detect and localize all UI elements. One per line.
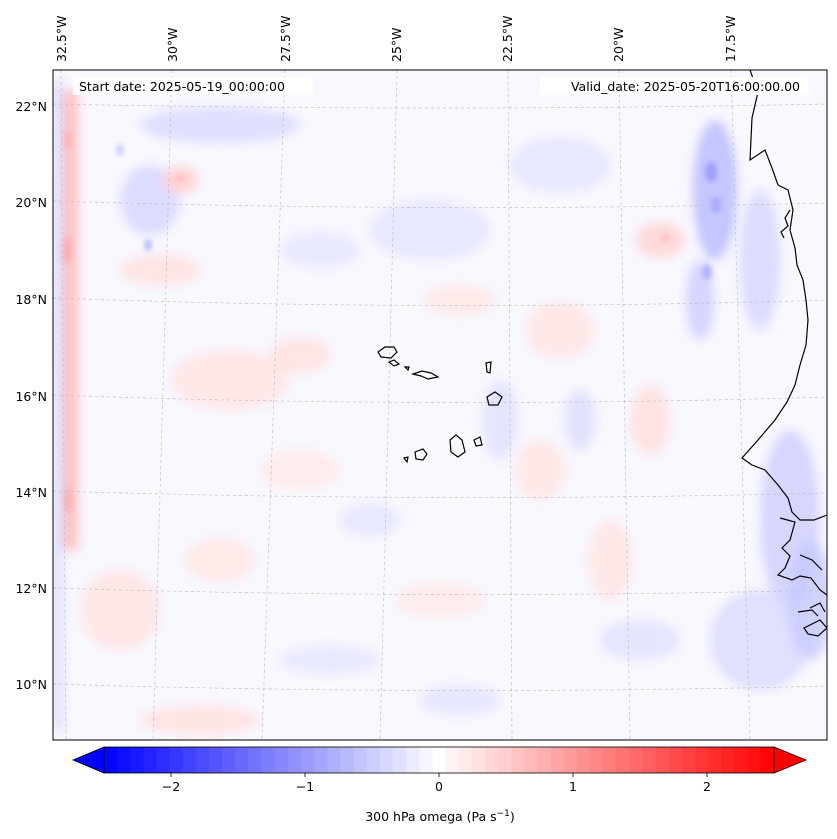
island-santo-antao <box>377 346 398 359</box>
colorbar-cell <box>458 747 473 773</box>
colorbar-cell <box>484 747 499 773</box>
colorbar-cell <box>629 747 644 773</box>
colorbar-cell <box>655 747 670 773</box>
colorbar-cell <box>432 747 447 773</box>
island-sal <box>485 361 492 374</box>
colorbar-cell <box>695 747 709 773</box>
colorbar-cell <box>261 747 276 773</box>
lon-label: 22.5°W <box>500 16 515 62</box>
colorbar-cell <box>576 747 591 773</box>
colorbar-cell <box>353 747 368 773</box>
colorbar-cell <box>195 747 210 773</box>
colorbar-tick-label: 2 <box>703 779 711 794</box>
colorbar-cell <box>563 747 578 773</box>
colorbar-cell <box>747 747 762 773</box>
island-boa-vista <box>486 391 503 406</box>
lat-label: 12°N <box>15 581 47 596</box>
lat-label: 10°N <box>15 677 47 692</box>
lon-label: 17.5°W <box>723 16 738 62</box>
colorbar-cell <box>104 747 118 773</box>
lon-label: 25°W <box>389 27 404 62</box>
colorbar-tick-label: 1 <box>569 779 577 794</box>
colorbar-cell <box>498 747 512 773</box>
colorbar-cell <box>235 747 250 773</box>
colorbar-tick-label: 0 <box>435 779 443 794</box>
colorbar: −2 −1 0 1 2 300 hPa omega (Pa s−1) <box>71 746 808 824</box>
lat-label: 16°N <box>15 389 47 404</box>
lat-label: 22°N <box>15 99 47 114</box>
colorbar-cell <box>209 747 223 773</box>
start-date-text: Start date: 2025-05-19_00:00:00 <box>79 79 285 94</box>
valid-date-text: Valid_date: 2025-05-20T16:00:00.00 <box>571 79 800 94</box>
colorbar-cell <box>642 747 657 773</box>
colorbar-cell <box>550 747 565 773</box>
colorbar-tick-label: −1 <box>296 779 314 794</box>
colorbar-cell <box>340 747 355 773</box>
colorbar-ticks: −2 −1 0 1 2 <box>162 773 711 794</box>
lon-label: 27.5°W <box>278 16 293 62</box>
island-fogo <box>414 448 428 461</box>
valid-date-box <box>540 77 808 95</box>
colorbar-extend-min <box>71 746 105 774</box>
colorbar-cells <box>104 747 775 773</box>
colorbar-cell <box>537 747 552 773</box>
colorbar-cell <box>393 747 407 773</box>
colorbar-cell <box>287 747 302 773</box>
colorbar-cell <box>511 747 525 773</box>
colorbar-cell <box>156 747 171 773</box>
colorbar-cell <box>274 747 289 773</box>
omega-field <box>53 80 827 735</box>
lat-label: 18°N <box>15 292 47 307</box>
lon-label: 20°W <box>611 27 626 62</box>
colorbar-cell <box>734 747 749 773</box>
island-sao-nicolau <box>410 370 440 380</box>
coastlines <box>377 70 827 637</box>
colorbar-cell <box>222 747 236 773</box>
colorbar-cell <box>379 747 394 773</box>
lat-label: 14°N <box>15 485 47 500</box>
colorbar-cell <box>590 747 604 773</box>
colorbar-cell <box>760 747 775 773</box>
colorbar-cell <box>130 747 145 773</box>
island-sao-vicente <box>387 359 401 367</box>
colorbar-cell <box>314 747 328 773</box>
colorbar-cell <box>721 747 736 773</box>
lon-label: 30°W <box>165 27 180 62</box>
colorbar-cell <box>182 747 197 773</box>
colorbar-cell <box>366 747 381 773</box>
colorbar-cell <box>327 747 342 773</box>
island-brava <box>402 456 409 464</box>
island-santa-luzia <box>403 366 410 372</box>
colorbar-cell <box>524 747 539 773</box>
map-frame <box>52 69 828 741</box>
colorbar-cell <box>301 747 315 773</box>
colorbar-cell <box>603 747 617 773</box>
graticule <box>53 70 827 740</box>
colorbar-cell <box>708 747 723 773</box>
island-maio <box>473 436 483 447</box>
colorbar-cell <box>406 747 420 773</box>
island-santiago <box>449 434 466 458</box>
start-date-box <box>73 77 313 95</box>
colorbar-tick-label: −2 <box>162 779 180 794</box>
colorbar-cell <box>143 747 158 773</box>
longitude-labels: 32.5°W 30°W 27.5°W 25°W 22.5°W 20°W 17.5… <box>54 16 738 62</box>
colorbar-label: 300 hPa omega (Pa s−1) <box>365 809 515 824</box>
colorbar-cell <box>682 747 696 773</box>
colorbar-cell <box>616 747 631 773</box>
lat-label: 20°N <box>15 195 47 210</box>
colorbar-cell <box>668 747 683 773</box>
lon-label: 32.5°W <box>54 16 69 62</box>
africa-coastline <box>741 70 827 521</box>
latitude-labels: 22°N 20°N 18°N 16°N 14°N 12°N 10°N <box>15 99 47 692</box>
colorbar-cell <box>117 747 131 773</box>
colorbar-cell <box>419 747 434 773</box>
colorbar-cell <box>169 747 184 773</box>
colorbar-cell <box>471 747 486 773</box>
colorbar-cell <box>248 747 263 773</box>
colorbar-extend-max <box>773 746 808 774</box>
colorbar-cell <box>445 747 460 773</box>
